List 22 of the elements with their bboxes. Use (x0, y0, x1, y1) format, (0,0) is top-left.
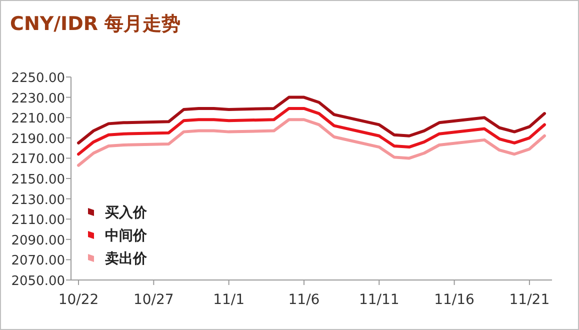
chart-title: CNY/IDR 每月走势 (10, 13, 181, 35)
y-tick-label: 2190.00 (11, 132, 65, 147)
x-tick-label: 11/6 (288, 292, 320, 308)
x-tick-label: 10/27 (133, 292, 174, 308)
y-tick-label: 2150.00 (11, 172, 65, 188)
y-tick-label: 2090.00 (11, 233, 65, 248)
x-tick-label: 11/11 (358, 292, 400, 308)
y-tick-label: 2050.00 (11, 274, 65, 289)
x-tick-label: 11/16 (434, 292, 475, 308)
y-tick-label: 2130.00 (11, 192, 65, 208)
legend-label: 买入价 (105, 205, 148, 221)
y-tick-label: 2250.00 (11, 71, 65, 86)
y-tick-label: 2210.00 (11, 112, 65, 127)
x-tick-label: 11/1 (213, 292, 245, 308)
x-tick-label: 10/22 (58, 292, 99, 308)
y-tick-label: 2070.00 (11, 254, 65, 269)
y-tick-label: 2110.00 (11, 213, 65, 228)
y-tick-label: 2170.00 (11, 152, 65, 168)
legend-label: 卖出价 (105, 251, 148, 267)
legend-label: 中间价 (105, 228, 148, 244)
x-tick-label: 11/21 (509, 292, 550, 308)
y-tick-label: 2230.00 (11, 91, 65, 106)
